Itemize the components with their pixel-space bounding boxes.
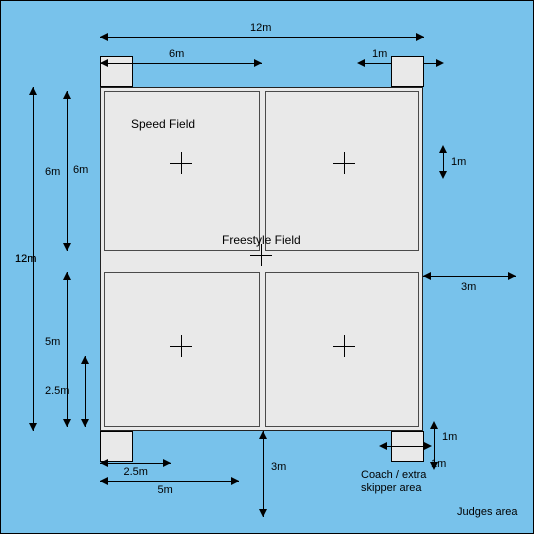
judges-label: Judges area — [457, 506, 518, 518]
dim-6m-top-arrR — [254, 59, 262, 67]
dim-5m-left-arrU — [63, 272, 71, 280]
dim-12m-top-arrL — [100, 33, 108, 41]
dim-6m-left-label: 6m — [73, 164, 88, 176]
cross-1-v — [344, 152, 345, 174]
dim-5m-left-line — [67, 272, 68, 427]
dim-1m-top-lineL — [365, 63, 391, 64]
dim-12m-top-label: 12m — [250, 22, 271, 34]
dim-25-left-label: 2.5m — [45, 385, 69, 397]
cross-3-v — [181, 335, 182, 357]
dim-1m-top-arrR — [436, 59, 444, 67]
dim-3m-right-arrL — [423, 272, 431, 280]
dim-12m-top-arrR — [416, 33, 424, 41]
speed-field-1 — [265, 91, 419, 251]
dim-1m-top-arrL — [357, 59, 365, 67]
dim-12m-left-arrU — [29, 87, 37, 95]
corner-1 — [391, 56, 424, 87]
dim-12m-left-arrD — [29, 423, 37, 431]
dim-6m-left-label2: 6m — [45, 166, 60, 178]
dim-25-left-arrU — [81, 356, 89, 364]
dim-1m-brh-arrR — [424, 442, 432, 450]
dim-25-bot-arrR — [163, 459, 171, 467]
dim-12m-top-line — [100, 37, 424, 38]
dim-3m-right-label: 3m — [461, 281, 476, 293]
coach-label: Coach / extraskipper area — [361, 469, 426, 495]
cross-4-v — [344, 335, 345, 357]
dim-25-left-arrD — [81, 419, 89, 427]
dim-3m-bot-line — [263, 431, 264, 517]
dim-1m-top-label: 1m — [372, 48, 387, 60]
dim-1m-brv-line — [434, 429, 435, 462]
dim-1m-right-arrU — [439, 145, 447, 153]
cross-2-v — [261, 244, 262, 266]
freestyle-field-label: Freestyle Field — [222, 233, 301, 247]
dim-3m-bot-arrU — [259, 431, 267, 439]
corner-2 — [100, 431, 133, 462]
dim-1m-brh-arrL — [379, 442, 387, 450]
dim-1m-right-label: 1m — [451, 156, 466, 168]
dim-6m-left-arrU — [63, 91, 71, 99]
dim-25-bot-line — [100, 463, 171, 464]
dim-25-left-line — [85, 356, 86, 427]
dim-25-bot-label: 2.5m — [124, 466, 148, 478]
dim-1m-top-lineR — [424, 63, 436, 64]
dim-3m-right-arrR — [508, 272, 516, 280]
dim-6m-top-line — [100, 63, 262, 64]
dim-1m-brv-arrU — [430, 421, 438, 429]
cross-0-v — [181, 152, 182, 174]
dim-5m-left-label: 5m — [45, 336, 60, 348]
dim-1m-right-arrD — [439, 171, 447, 179]
dim-12m-left-label2: 12m — [15, 253, 36, 265]
speed-field-2 — [104, 272, 260, 427]
dim-5m-bot-line — [100, 481, 239, 482]
dim-6m-top-label: 6m — [169, 48, 184, 60]
dim-6m-left-line — [67, 91, 68, 251]
dim-1m-right-line — [443, 153, 444, 171]
speed-field-0 — [104, 91, 260, 251]
dim-5m-bot-arrL — [100, 477, 108, 485]
dim-3m-bot-label: 3m — [271, 461, 286, 473]
speed-field-label: Speed Field — [131, 117, 195, 131]
dim-1m-brh-line — [387, 446, 424, 447]
dim-3m-bot-arrD — [259, 509, 267, 517]
dim-6m-top-arrL — [100, 59, 108, 67]
dim-3m-right-line — [423, 276, 516, 277]
speed-field-3 — [265, 272, 419, 427]
dim-1m-brv-label: 1m — [442, 431, 457, 443]
dim-1m-top-tick — [391, 56, 392, 70]
dim-1m-brv-arrD — [430, 462, 438, 470]
dim-6m-left-arrD — [63, 243, 71, 251]
dim-25-bot-arrL — [100, 459, 108, 467]
dim-5m-left-arrD — [63, 419, 71, 427]
dim-5m-bot-arrR — [231, 477, 239, 485]
dim-5m-bot-label: 5m — [158, 484, 173, 496]
